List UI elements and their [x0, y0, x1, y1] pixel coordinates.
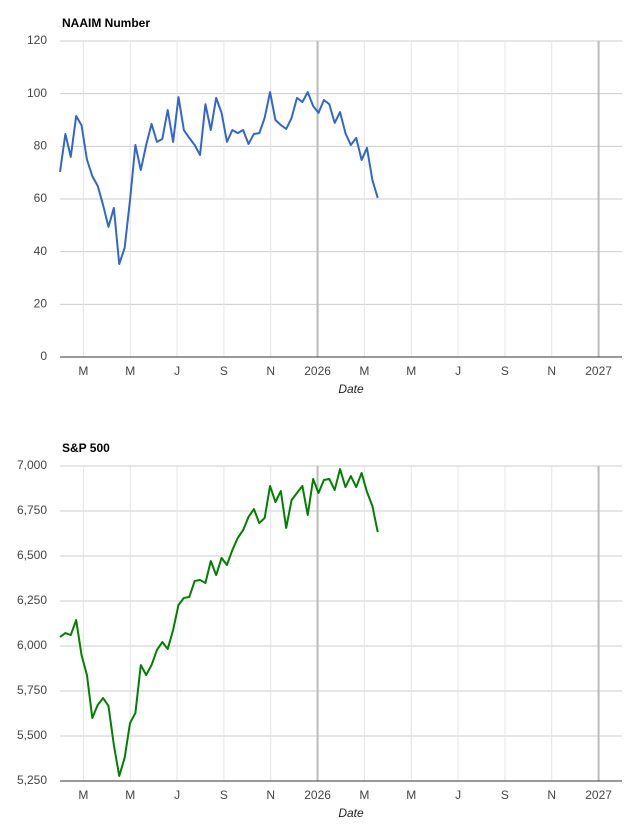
x-tick-label: N [266, 788, 275, 802]
y-tick-label: 80 [34, 139, 48, 153]
y-tick-label: 6,250 [17, 593, 47, 607]
data-line [59, 468, 379, 777]
x-tick-label: M [78, 788, 88, 802]
x-tick-label: 2027 [585, 788, 612, 802]
data-line [59, 91, 379, 266]
y-tick-label: 5,250 [17, 773, 47, 787]
chart: NAAIM Number 0 20 40 60 80 100 120 M M J S N 2026 M M J S… [27, 16, 622, 396]
y-tick-label: 20 [34, 297, 48, 311]
chart-title: NAAIM Number [62, 16, 150, 30]
y-tick-label: 0 [40, 349, 47, 363]
y-tick-label: 60 [34, 191, 48, 205]
x-axis-title: Date [338, 382, 364, 396]
x-tick-label: N [547, 364, 556, 378]
x-tick-label: 2026 [304, 788, 331, 802]
x-tick-label: J [174, 364, 180, 378]
y-tick-label: 6,000 [17, 638, 47, 652]
chart-title: S&P 500 [62, 441, 110, 455]
x-tick-label: M [125, 788, 135, 802]
y-tick-label: 6,500 [17, 548, 47, 562]
x-tick-label: S [220, 788, 228, 802]
x-tick-label: M [359, 364, 369, 378]
x-tick-label: N [266, 364, 275, 378]
y-tick-label: 7,000 [17, 458, 47, 472]
x-tick-label: M [406, 364, 416, 378]
y-tick-label: 5,500 [17, 728, 47, 742]
x-tick-label: M [406, 788, 416, 802]
x-tick-label: J [455, 788, 461, 802]
y-tick-label: 5,750 [17, 683, 47, 697]
x-tick-label: N [547, 788, 556, 802]
chart: S&P 500 5,250 5,500 5,750 6,000 6,250 6,500 6,7… [17, 441, 622, 820]
x-tick-label: S [501, 364, 509, 378]
y-tick-label: 6,750 [17, 503, 47, 517]
x-tick-label: 2027 [585, 364, 612, 378]
y-tick-label: 100 [27, 86, 47, 100]
x-tick-label: J [455, 364, 461, 378]
x-tick-label: J [174, 788, 180, 802]
x-tick-label: M [78, 364, 88, 378]
x-tick-label: S [220, 364, 228, 378]
x-tick-label: M [359, 788, 369, 802]
y-tick-label: 40 [34, 244, 48, 258]
x-axis-title: Date [338, 806, 364, 820]
x-tick-label: 2026 [304, 364, 331, 378]
x-tick-label: M [125, 364, 135, 378]
y-tick-label: 120 [27, 33, 47, 47]
x-tick-label: S [501, 788, 509, 802]
